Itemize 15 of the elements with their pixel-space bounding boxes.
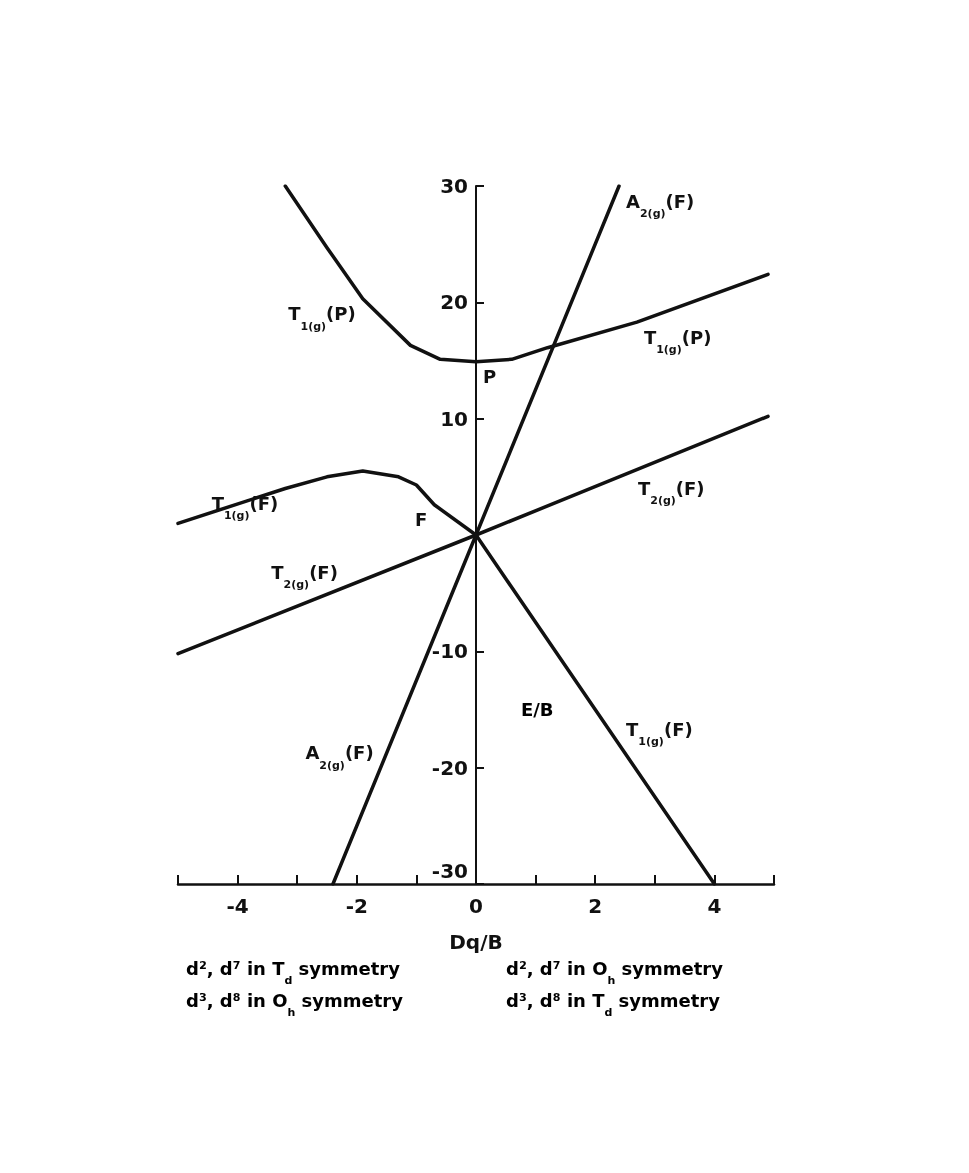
- x-tick-label: -2: [345, 894, 368, 918]
- y-axis-title: E/B: [521, 699, 554, 720]
- x-tick-label: 2: [588, 894, 603, 918]
- y-tick-label: 20: [440, 290, 468, 315]
- x-axis-title: Dq/B: [449, 930, 503, 954]
- x-tick-label: -4: [226, 894, 249, 918]
- y-tick-label: -10: [431, 639, 468, 664]
- annotation: F: [414, 509, 428, 531]
- y-tick-label: -30: [431, 859, 468, 883]
- y-tick-label: -20: [431, 755, 468, 780]
- annotation: P: [483, 366, 497, 388]
- y-tick-label: 10: [440, 406, 468, 431]
- x-tick-label: 4: [707, 894, 722, 918]
- y-tick-label: 30: [440, 174, 468, 198]
- x-tick-label: 0: [469, 894, 483, 918]
